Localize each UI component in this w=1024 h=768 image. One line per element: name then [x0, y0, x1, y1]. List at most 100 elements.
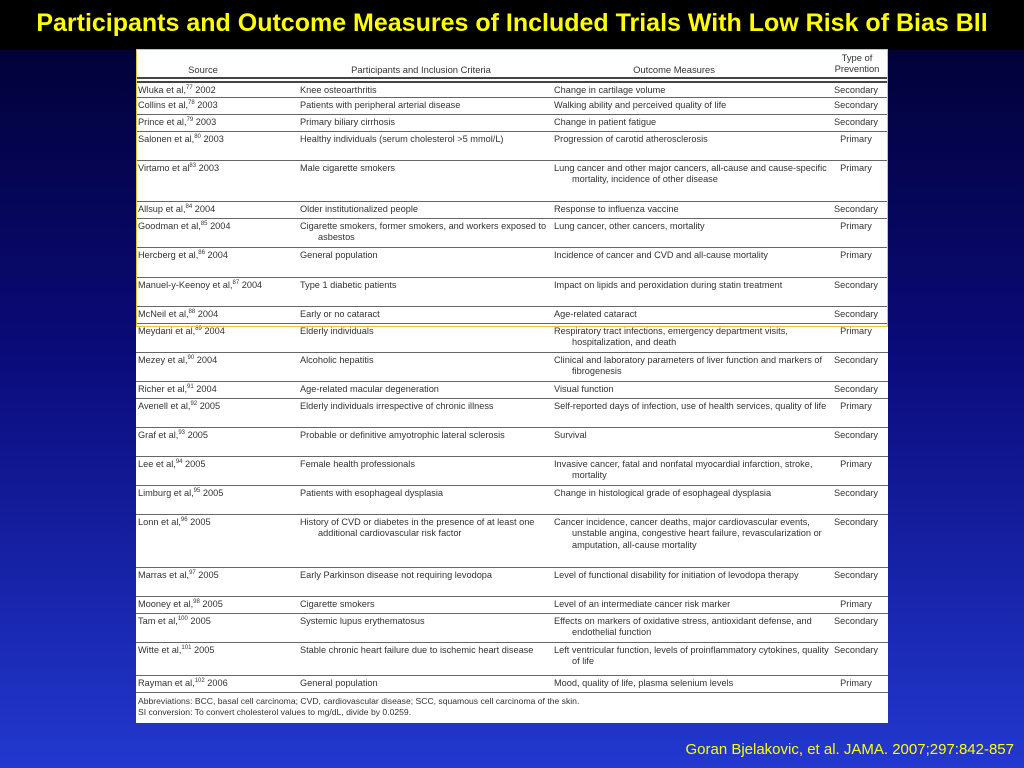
- table-row: Goodman et al,85 2004 Cigarette smokers, …: [136, 219, 888, 248]
- cell-prevention: Primary: [840, 134, 872, 144]
- table-row: Salonen et al,80 2003 Healthy individuals…: [136, 132, 888, 161]
- cell-source: Witte et al,101 2005: [138, 645, 306, 656]
- header-prevention: Type of Prevention: [834, 52, 880, 74]
- cell-outcome: Cancer incidence, cancer deaths, major c…: [554, 517, 822, 550]
- table-row: Lonn et al,96 2005 History of CVD or diab…: [136, 515, 888, 568]
- reference-number: 86: [198, 249, 205, 256]
- cell-source: Lonn et al,96 2005: [138, 517, 306, 528]
- cell-outcome: Left ventricular function, levels of pro…: [554, 645, 829, 667]
- cell-prevention: Secondary: [834, 309, 878, 319]
- reference-number: 84: [185, 203, 193, 210]
- cell-prevention: Primary: [840, 163, 872, 173]
- source-year: 2002: [192, 85, 216, 95]
- table-row: Virtamo et al83 2003 Male cigarette smoke…: [136, 161, 888, 202]
- cell-outcome: Progression of carotid atherosclerosis: [554, 134, 708, 144]
- source-author: Witte et al,: [138, 645, 182, 655]
- reference-number: 87: [232, 279, 240, 286]
- cell-outcome: Change in cartilage volume: [554, 85, 666, 95]
- cell-prevention: Secondary: [834, 517, 878, 527]
- source-author: Collins et al,: [138, 100, 189, 110]
- cell-outcome: Respiratory tract infections, emergency …: [554, 326, 788, 348]
- reference-number: 85: [200, 220, 208, 227]
- cell-participants: Male cigarette smokers: [300, 163, 395, 173]
- reference-number: 93: [178, 429, 186, 436]
- cell-source: Goodman et al,85 2004: [138, 221, 306, 232]
- cell-participants: Elderly individuals irrespective of chro…: [300, 401, 494, 411]
- cell-source: Rayman et al,102 2006: [138, 678, 306, 689]
- source-year: 2003: [196, 163, 220, 173]
- cell-prevention: Secondary: [834, 430, 878, 440]
- table-row: Tam et al,100 2005 Systemic lupus erythem…: [136, 614, 888, 643]
- table-row: Graf et al,93 2005 Probable or definitive…: [136, 428, 888, 457]
- header-outcome: Outcome Measures: [633, 64, 715, 75]
- reference-number: 78: [188, 99, 195, 106]
- cell-participants: Elderly individuals: [300, 326, 374, 336]
- cell-prevention: Secondary: [834, 570, 878, 580]
- cell-outcome: Lung cancer, other cancers, mortality: [554, 221, 705, 231]
- cell-source: Collins et al,78 2003: [138, 100, 306, 111]
- source-year: 2005: [200, 488, 224, 498]
- cell-outcome: Walking ability and perceived quality of…: [554, 100, 727, 110]
- footnote-si-conversion: SI conversion: To convert cholesterol va…: [138, 706, 412, 717]
- cell-prevention: Primary: [840, 459, 872, 469]
- source-author: Meydani et al,: [138, 326, 196, 336]
- cell-prevention: Primary: [840, 401, 872, 411]
- cell-participants: Systemic lupus erythematosus: [300, 616, 425, 626]
- source-author: Virtamo et al: [138, 163, 190, 173]
- cell-participants: Knee osteoarthritis: [300, 85, 377, 95]
- source-author: Marras et al,: [138, 570, 190, 580]
- source-year: 2003: [194, 100, 218, 110]
- header-participants: Participants and Inclusion Criteria: [351, 64, 491, 75]
- reference-number: 101: [181, 644, 192, 651]
- header-source: Source: [188, 64, 218, 75]
- cell-source: Marras et al,97 2005: [138, 570, 306, 581]
- cell-participants: Early Parkinson disease not requiring le…: [300, 570, 493, 580]
- table-row: Richer et al,91 2004 Age-related macular …: [136, 382, 888, 399]
- cell-prevention: Primary: [840, 326, 872, 336]
- cell-source: Virtamo et al83 2003: [138, 163, 306, 174]
- cell-source: McNeil et al,88 2004: [138, 309, 306, 320]
- cell-outcome: Clinical and laboratory parameters of li…: [554, 355, 823, 377]
- source-author: Lee et al,: [138, 459, 176, 469]
- source-year: 2005: [187, 616, 211, 626]
- table-row: Mooney et al,98 2005 Cigarette smokers Lev…: [136, 597, 888, 614]
- citation: Goran Bjelakovic, et al. JAMA. 2007;297:…: [685, 741, 1014, 758]
- cell-prevention: Primary: [840, 599, 872, 609]
- source-year: 2003: [200, 134, 224, 144]
- cell-outcome: Change in histological grade of esophage…: [554, 488, 772, 498]
- cell-outcome: Impact on lipids and peroxidation during…: [554, 280, 783, 290]
- cell-prevention: Secondary: [834, 616, 878, 626]
- reference-number: 83: [189, 162, 197, 169]
- cell-participants: General population: [300, 250, 378, 260]
- reference-number: 92: [190, 400, 198, 407]
- cell-outcome: Effects on markers of oxidative stress, …: [554, 616, 812, 638]
- cell-outcome: Visual function: [554, 384, 614, 394]
- table-row: Marras et al,97 2005 Early Parkinson dise…: [136, 568, 888, 597]
- table-row: Limburg et al,95 2005 Patients with esoph…: [136, 486, 888, 515]
- reference-number: 102: [194, 677, 205, 684]
- source-author: Mezey et al,: [138, 355, 188, 365]
- reference-number: 80: [194, 133, 201, 140]
- reference-number: 96: [180, 516, 188, 523]
- reference-number: 77: [186, 84, 193, 91]
- cell-participants: Patients with esophageal dysplasia: [300, 488, 444, 498]
- cell-prevention: Secondary: [834, 645, 878, 655]
- cell-participants: Primary biliary cirrhosis: [300, 117, 395, 127]
- cell-prevention: Secondary: [834, 117, 878, 127]
- source-year: 2006: [204, 678, 228, 688]
- table-row: Allsup et al,84 2004 Older institutionali…: [136, 202, 888, 219]
- cell-outcome: Mood, quality of life, plasma selenium l…: [554, 678, 734, 688]
- reference-number: 90: [187, 354, 195, 361]
- table-row: McNeil et al,88 2004 Early or no cataract…: [136, 307, 888, 324]
- source-author: Avenell et al,: [138, 401, 191, 411]
- cell-outcome: Invasive cancer, fatal and nonfatal myoc…: [554, 459, 813, 481]
- cell-participants: General population: [300, 678, 378, 688]
- cell-outcome: Response to influenza vaccine: [554, 204, 679, 214]
- source-author: Lonn et al,: [138, 517, 181, 527]
- reference-number: 94: [175, 458, 183, 465]
- source-year: 2004: [194, 355, 218, 365]
- cell-participants: Female health professionals: [300, 459, 415, 469]
- cell-outcome: Self-reported days of infection, use of …: [554, 401, 827, 411]
- cell-source: Mooney et al,98 2005: [138, 599, 306, 610]
- cell-outcome: Age-related cataract: [554, 309, 637, 319]
